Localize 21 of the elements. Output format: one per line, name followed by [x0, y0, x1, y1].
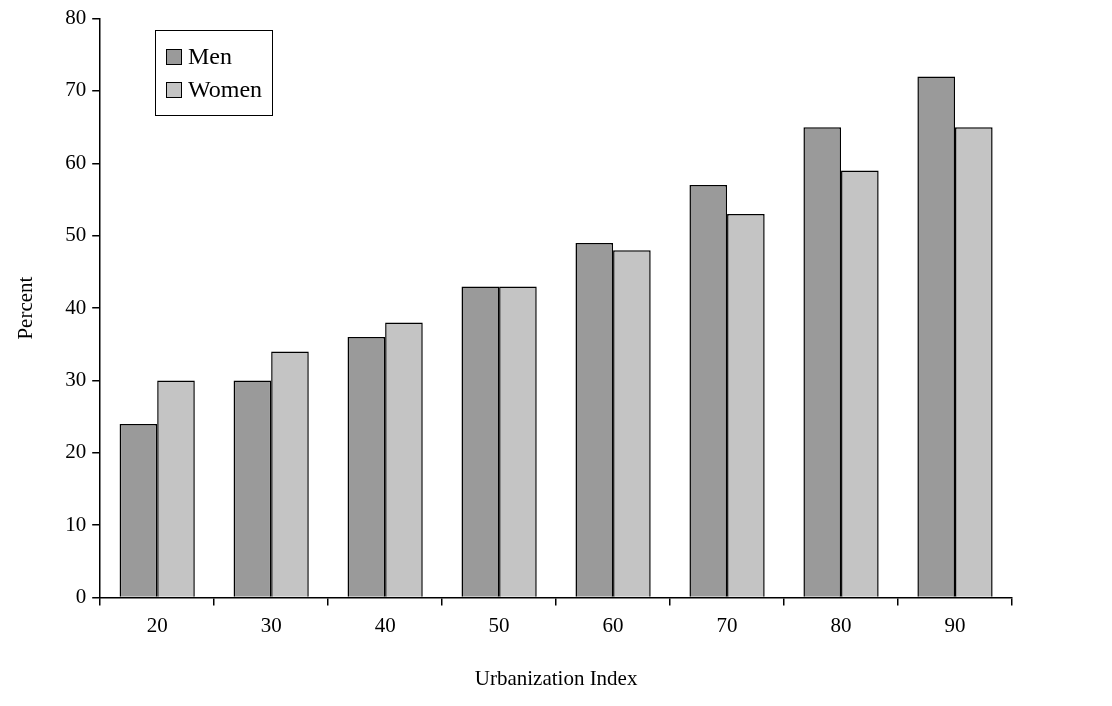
x-tick-label: 80: [830, 612, 852, 637]
y-tick-label: 0: [75, 584, 87, 609]
y-tick-label: 70: [65, 77, 87, 102]
x-tick-label: 20: [146, 612, 168, 637]
legend-label: Men: [188, 43, 232, 70]
y-tick-label: 80: [65, 5, 87, 30]
y-tick-label: 30: [65, 366, 87, 391]
x-axis-title: Urbanization Index: [474, 665, 638, 690]
y-tick-label: 40: [65, 294, 87, 319]
y-tick-label: 60: [65, 149, 87, 174]
x-tick-label: 30: [260, 612, 282, 637]
x-tick-label: 50: [488, 612, 510, 637]
x-tick-label: 90: [944, 612, 966, 637]
y-tick-label: 10: [65, 511, 87, 536]
y-tick-label: 50: [65, 222, 87, 247]
y-tick-label: 20: [65, 439, 87, 464]
x-tick-label: 60: [602, 612, 624, 637]
x-tick-label: 40: [374, 612, 396, 637]
legend-label: Women: [188, 76, 263, 103]
y-axis-title: Percent: [13, 276, 38, 340]
x-tick-label: 70: [716, 612, 738, 637]
